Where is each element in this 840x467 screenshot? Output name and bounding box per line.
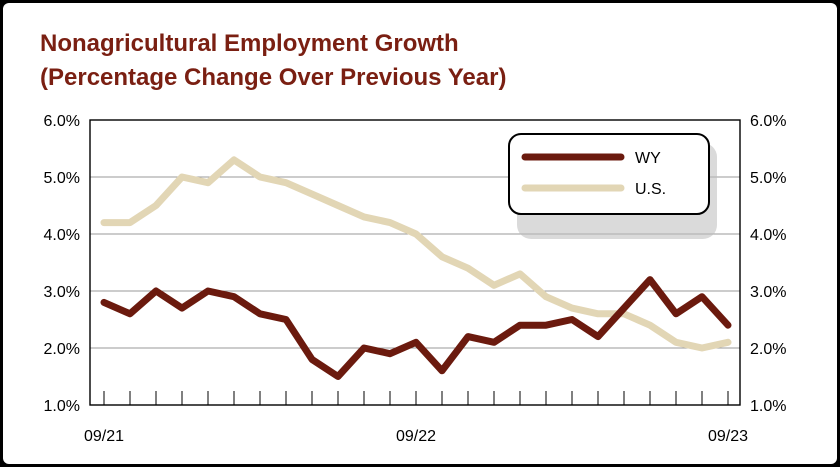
y-tick-label-right: 3.0% (750, 284, 786, 301)
y-tick-label-right: 4.0% (750, 227, 786, 244)
chart-svg: Nonagricultural Employment Growth (Perce… (40, 30, 786, 445)
y-axis-left-labels: 1.0% 2.0% 3.0% 4.0% 5.0% 6.0% (44, 113, 80, 415)
y-axis-right-labels: 1.0% 2.0% 3.0% 4.0% 5.0% 6.0% (750, 113, 786, 415)
series-line-us (100, 156, 732, 352)
x-tick-label: 09/23 (708, 428, 748, 445)
chart-subtitle: (Percentage Change Over Previous Year) (40, 64, 506, 91)
x-axis-ticks (103, 391, 729, 405)
series-lines (100, 156, 732, 380)
y-tick-label-right: 1.0% (750, 398, 786, 415)
x-axis-labels: 09/21 09/22 09/23 (84, 428, 748, 445)
y-tick-label-left: 5.0% (44, 170, 80, 187)
legend-label-us: U.S. (635, 181, 666, 198)
series-line-wy (100, 276, 732, 380)
y-tick-label-left: 1.0% (44, 398, 80, 415)
legend: WY U.S. (508, 133, 717, 239)
y-tick-label-left: 3.0% (44, 284, 80, 301)
y-tick-label-left: 2.0% (44, 341, 80, 358)
chart-frame: Nonagricultural Employment Growth (Perce… (3, 3, 837, 464)
x-tick-label: 09/21 (84, 428, 124, 445)
x-tick-label: 09/22 (396, 428, 436, 445)
legend-box (508, 133, 710, 215)
chart-title: Nonagricultural Employment Growth (40, 30, 459, 57)
plot-area (89, 119, 741, 406)
y-tick-label-right: 5.0% (750, 170, 786, 187)
y-tick-label-right: 6.0% (750, 113, 786, 130)
y-tick-label-left: 6.0% (44, 113, 80, 130)
y-tick-label-left: 4.0% (44, 227, 80, 244)
legend-label-wy: WY (635, 150, 661, 167)
y-tick-label-right: 2.0% (750, 341, 786, 358)
